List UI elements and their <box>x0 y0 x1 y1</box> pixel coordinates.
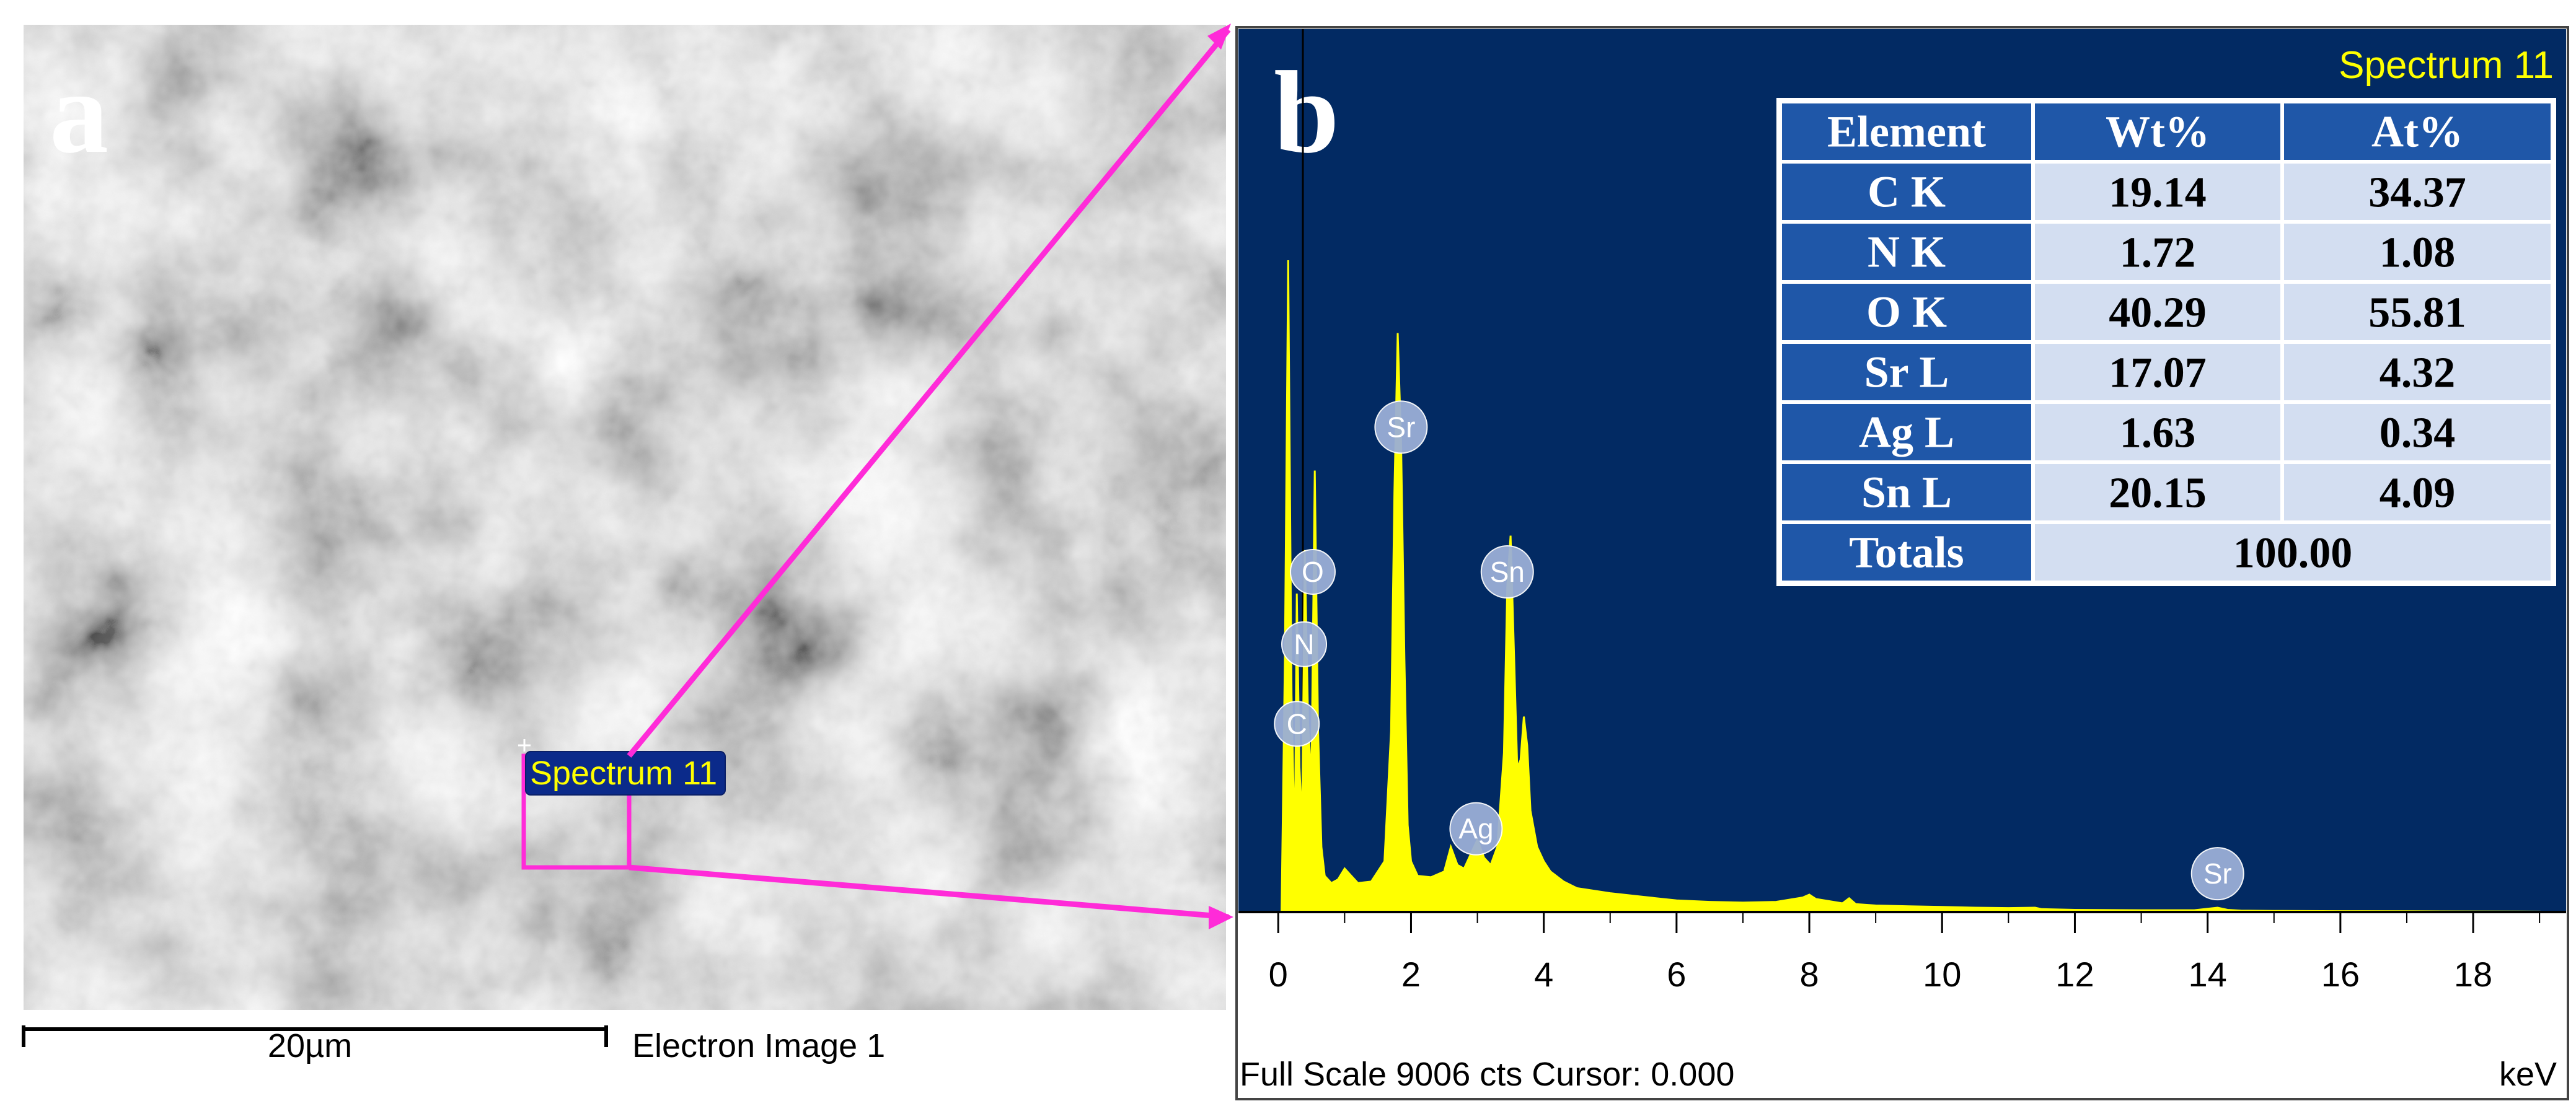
table-at-value: 55.81 <box>2368 289 2466 337</box>
peak-label-badge <box>1449 802 1503 856</box>
table-wt-value: 20.15 <box>2109 470 2207 517</box>
table-header: Wt% <box>2106 107 2210 157</box>
table-at-value-cell <box>2284 344 2551 400</box>
zoom-connectors <box>627 24 1233 929</box>
peak-label-text: Ag <box>1458 813 1493 845</box>
peak-label-badge <box>1281 621 1328 667</box>
spectrum-footer: Full Scale 9006 cts Cursor: 0.000 <box>1240 1056 1734 1093</box>
peak-label-badge <box>2190 847 2244 901</box>
spectrum-title: Spectrum 11 <box>2339 44 2554 87</box>
x-axis-unit: keV <box>2499 1056 2557 1093</box>
table-wt-value: 17.07 <box>2109 349 2207 397</box>
table-at-value-cell <box>2284 404 2551 460</box>
table-wt-value: 1.63 <box>2120 410 2196 457</box>
table-at-value-cell <box>2284 284 2551 340</box>
table-element: Sr L <box>1864 348 1949 397</box>
table-at-value-cell <box>2284 164 2551 220</box>
peak-label: Sr <box>1374 400 1428 454</box>
scale-bar <box>22 1025 608 1047</box>
peak-label-text: C <box>1287 708 1307 740</box>
table-at-value-cell <box>2284 464 2551 520</box>
peak-label-text: O <box>1302 556 1324 588</box>
composition-table: Element Wt% At% C K 19.14 34.37 N K 1.72 1.08 O K… <box>1776 98 2556 586</box>
spectrum-series <box>1281 260 2541 913</box>
x-tick-label: 10 <box>1923 955 1961 994</box>
table-wt-value-cell <box>2035 224 2280 280</box>
peak-label: N <box>1281 621 1328 667</box>
peak-label: Ag <box>1449 802 1503 856</box>
x-tick-label: 16 <box>2321 955 2360 994</box>
table-wt-value-cell <box>2035 164 2280 220</box>
x-tick-label: 0 <box>1269 955 1288 994</box>
peak-labels: C N O Sr Sn Ag Sr <box>1274 400 2244 901</box>
x-tick-label: 6 <box>1667 955 1686 994</box>
table-wt-value-cell <box>2035 284 2280 340</box>
table-element-cell <box>1782 284 2031 340</box>
table-wt-value-cell <box>2035 404 2280 460</box>
table-totals-cell <box>2035 524 2551 581</box>
crosshair-icon <box>518 739 531 752</box>
table-totals-value: 100.00 <box>2233 530 2353 577</box>
table-header: At% <box>2371 107 2463 157</box>
peak-label-badge <box>1289 548 1336 595</box>
panel-a-label: a <box>50 48 108 178</box>
peak-label-badge <box>1274 701 1320 747</box>
selection-label-badge[interactable] <box>525 751 726 796</box>
peak-label: O <box>1289 548 1336 595</box>
peak-label: Sn <box>1480 545 1534 599</box>
peak-label-badge <box>1374 400 1428 454</box>
x-tick-label: 18 <box>2454 955 2492 994</box>
image-caption: Electron Image 1 <box>632 1027 885 1064</box>
table-element: N K <box>1868 227 1946 277</box>
peak-label-text: Sn <box>1490 556 1525 588</box>
scale-bar-label: 20µm <box>268 1027 352 1064</box>
table-element: Sn L <box>1861 468 1952 517</box>
panel-b-label: b <box>1274 48 1339 178</box>
x-tick-label: 12 <box>2055 955 2094 994</box>
selection-label: Spectrum 11 <box>530 755 717 792</box>
table-element-cell <box>1782 224 2031 280</box>
x-tick-label: 4 <box>1534 955 1553 994</box>
peak-label-text: Sr <box>1387 411 1415 443</box>
panel-a: a Spectrum 11 20µm Electron Image 1 <box>22 25 1226 1064</box>
peak-label: C <box>1274 701 1320 747</box>
peak-label-badge <box>1480 545 1534 599</box>
table-at-value: 4.32 <box>2380 349 2456 397</box>
table-wt-value: 1.72 <box>2120 229 2196 277</box>
table-totals-label: Totals <box>1849 528 1964 577</box>
x-ticks: 0 2 4 6 8 10 12 14 16 18 <box>1269 912 2541 994</box>
table-header-cell <box>1782 103 2031 160</box>
table-header-cell <box>2035 103 2280 160</box>
table-header-cell <box>2284 103 2551 160</box>
table-totals-label-cell <box>1782 524 2031 581</box>
table-wt-value-cell <box>2035 464 2280 520</box>
x-tick-label: 14 <box>2189 955 2227 994</box>
table-at-value: 1.08 <box>2380 229 2456 277</box>
table-header: Element <box>1827 107 1986 157</box>
table-at-value: 4.09 <box>2380 470 2456 517</box>
x-tick-label: 8 <box>1799 955 1819 994</box>
table-wt-value: 40.29 <box>2109 289 2207 337</box>
panel-b: b Spectrum 11 0 2 4 6 8 10 12 14 16 18 C N O Sr Sn Ag S… <box>1235 26 2569 1100</box>
table-element-cell <box>1782 464 2031 520</box>
x-tick-label: 2 <box>1401 955 1421 994</box>
table-wt-value-cell <box>2035 344 2280 400</box>
table-wt-value: 19.14 <box>2109 169 2207 217</box>
sem-image <box>24 25 1226 1010</box>
table-element: Ag L <box>1859 408 1954 457</box>
table-element-cell <box>1782 404 2031 460</box>
table-at-value-cell <box>2284 224 2551 280</box>
table-at-value: 0.34 <box>2380 410 2456 457</box>
table-element-cell <box>1782 344 2031 400</box>
peak-label-text: Sr <box>2203 858 2232 890</box>
table-element: C K <box>1868 167 1946 217</box>
table-at-value: 34.37 <box>2368 169 2466 217</box>
table-element: O K <box>1866 287 1947 337</box>
peak-label-text: N <box>1294 628 1314 660</box>
table-element-cell <box>1782 164 2031 220</box>
peak-label: Sr <box>2190 847 2244 901</box>
